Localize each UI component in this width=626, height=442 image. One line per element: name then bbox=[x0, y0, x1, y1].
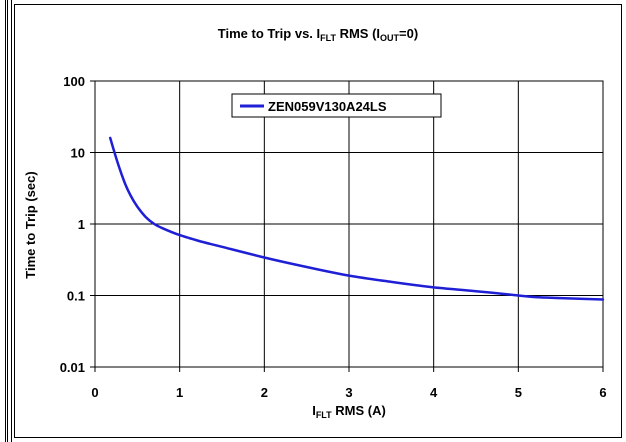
x-tick-label: 6 bbox=[599, 385, 606, 400]
x-axis-label: IFLT RMS (A) bbox=[312, 403, 386, 420]
x-tick-label: 1 bbox=[176, 385, 183, 400]
chart-container: Time to Trip vs. IFLT RMS (IOUT=0) 0 1 2 3 4… bbox=[14, 4, 622, 438]
y-tick-label: 1 bbox=[78, 217, 85, 232]
y-tick-label: 100 bbox=[63, 74, 85, 89]
x-tick-label: 4 bbox=[430, 385, 438, 400]
y-tick-label: 0.01 bbox=[60, 360, 85, 375]
left-frame-edge bbox=[0, 0, 12, 442]
left-frame-border bbox=[5, 0, 8, 442]
x-tick-label: 5 bbox=[515, 385, 522, 400]
chart-svg: Time to Trip vs. IFLT RMS (IOUT=0) 0 1 2 3 4… bbox=[23, 26, 607, 420]
legend: ZEN059V130A24LS bbox=[231, 93, 442, 118]
y-tick-label: 0.1 bbox=[67, 289, 85, 304]
chart-title: Time to Trip vs. IFLT RMS (IOUT=0) bbox=[218, 26, 418, 43]
y-axis-label: Time to Trip (sec) bbox=[23, 171, 38, 278]
y-tick-label: 10 bbox=[71, 146, 85, 161]
x-tick-label: 3 bbox=[345, 385, 352, 400]
x-tick-label: 2 bbox=[261, 385, 268, 400]
legend-box bbox=[231, 93, 442, 118]
x-tick-label: 0 bbox=[91, 385, 98, 400]
legend-label: ZEN059V130A24LS bbox=[268, 99, 387, 114]
series-line-zen059v130a24ls bbox=[108, 136, 605, 301]
tick-labels: 0 1 2 3 4 5 6 0.01 0.1 1 10 100 bbox=[60, 74, 607, 400]
